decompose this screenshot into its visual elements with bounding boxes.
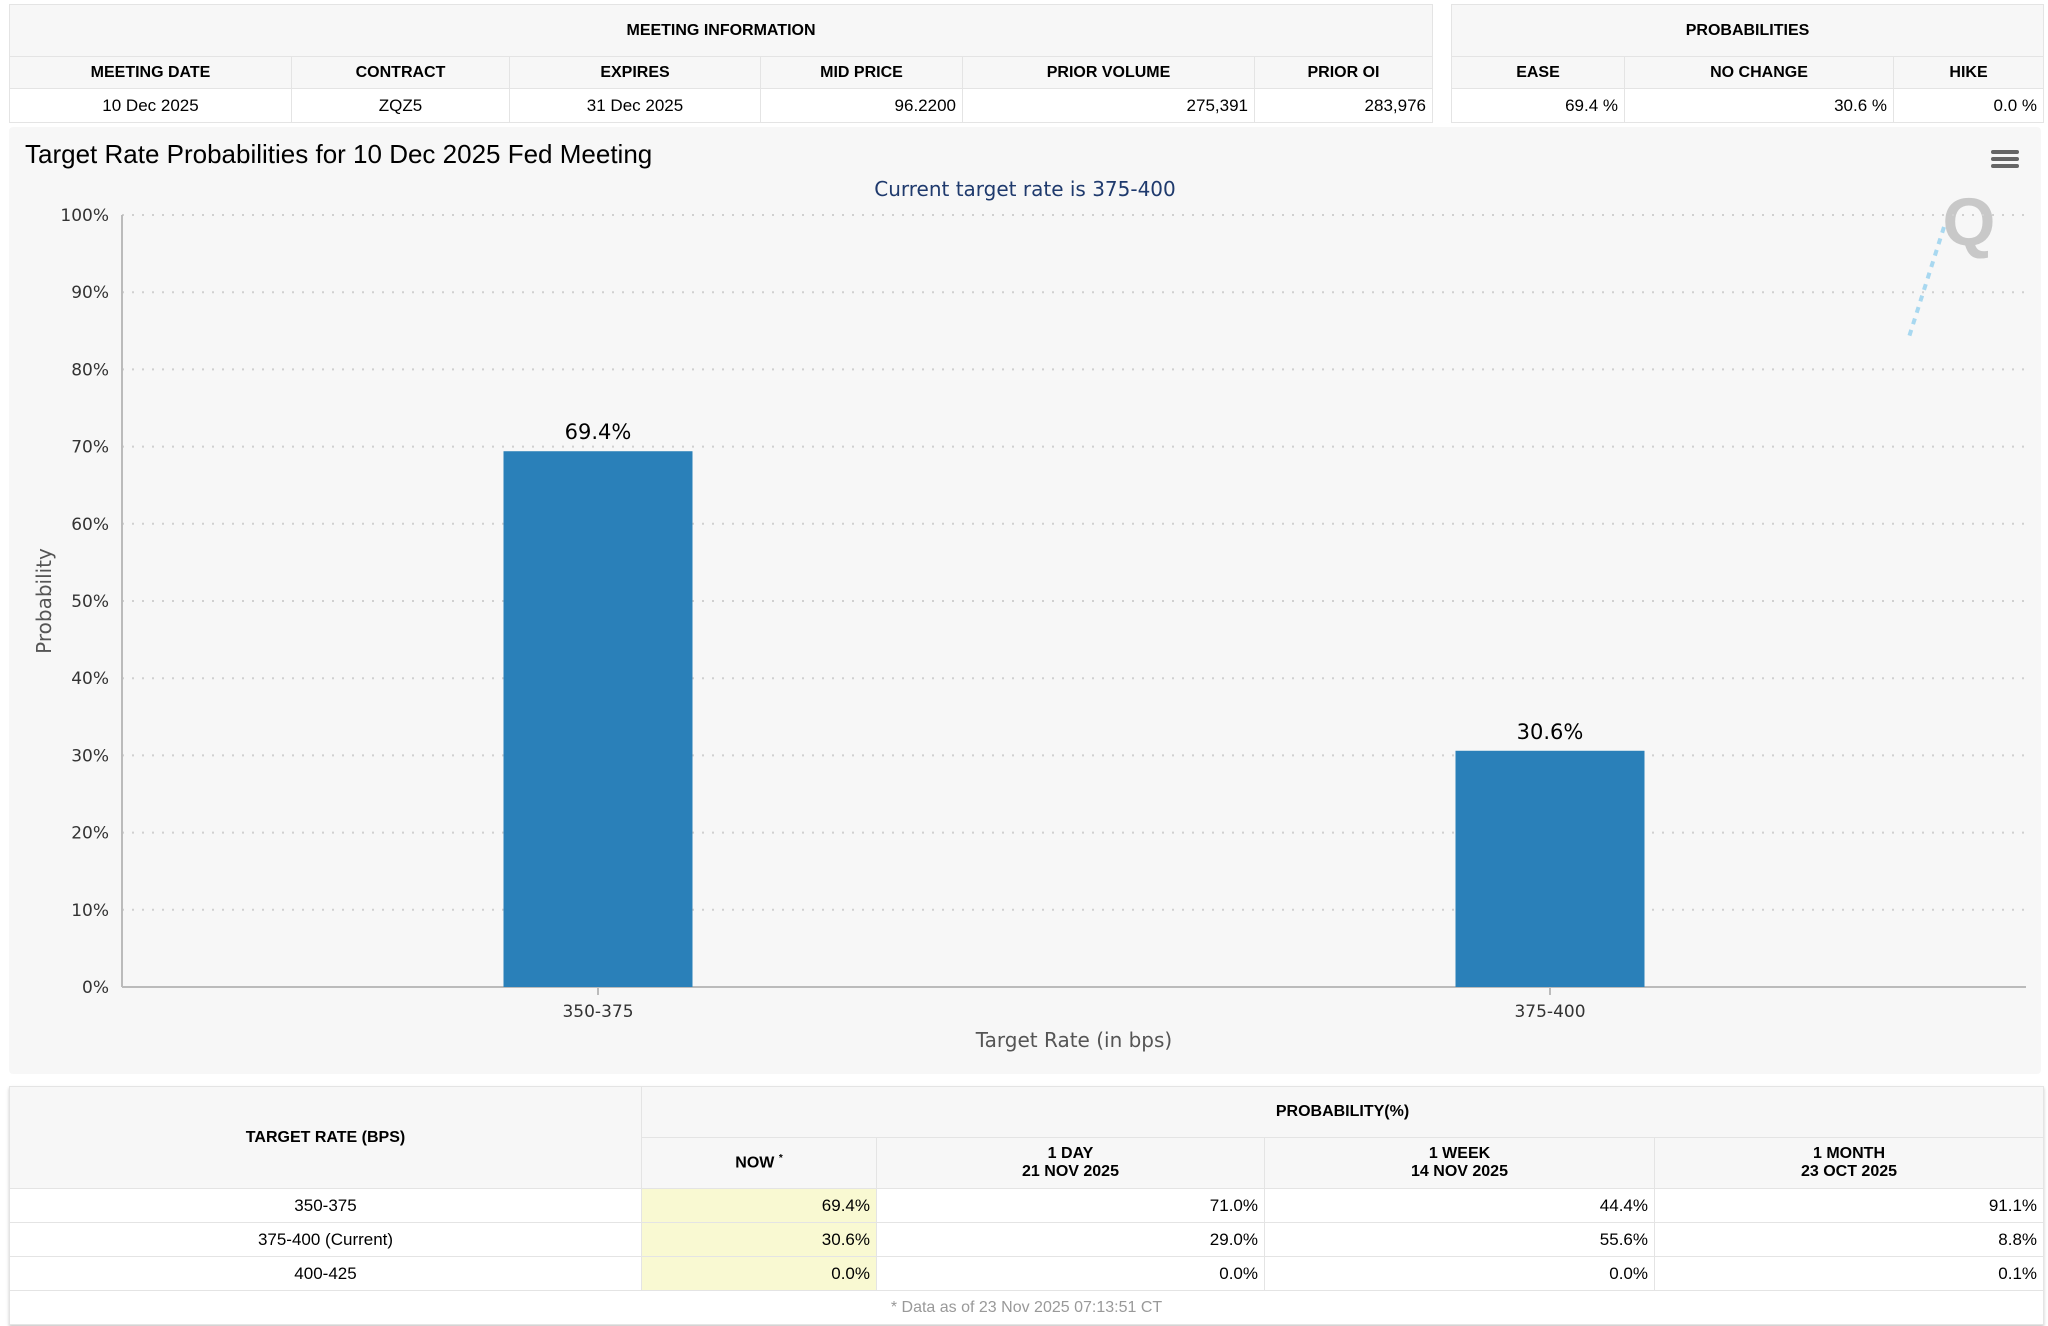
y-tick-label: 50% xyxy=(71,592,109,612)
bar-chart: Q 0% 10% 20% 30% 40% 50% 60% 70% 80% 90% 100% 69.4% 3… xyxy=(32,184,2026,1052)
expires: 31 Dec 2025 xyxy=(509,88,761,123)
meeting-information-table: MEETING INFORMATION MEETING DATE CONTRAC… xyxy=(9,4,1433,123)
col-1-month: 1 MONTH 23 OCT 2025 xyxy=(1653,1137,2045,1189)
x-tick-label: 375-400 xyxy=(1514,1002,1585,1022)
col-contract: CONTRACT xyxy=(291,56,510,89)
probability-group-header: PROBABILITY(%) xyxy=(640,1086,2045,1138)
meeting-info-title: MEETING INFORMATION xyxy=(9,4,1433,57)
col-no-change: NO CHANGE xyxy=(1624,56,1894,89)
watermark-logo: Q xyxy=(1943,184,1996,260)
watermark-stroke xyxy=(1907,226,1946,338)
col-now: NOW * xyxy=(641,1137,877,1189)
col-1-day: 1 DAY 21 NOV 2025 xyxy=(876,1137,1265,1189)
chart-title: Target Rate Probabilities for 10 Dec 202… xyxy=(25,139,653,169)
bar xyxy=(503,451,693,987)
col-meeting-date: MEETING DATE xyxy=(9,56,292,89)
chart-panel: Q 0% 10% 20% 30% 40% 50% 60% 70% 80% 90% 100% 69.4% 3… xyxy=(9,127,2041,1074)
y-tick-label: 100% xyxy=(60,206,109,226)
col-hike: HIKE xyxy=(1892,56,2045,89)
y-axis-title: Probability xyxy=(32,548,56,654)
table-row: 400-425 0.0% 0.0% 0.0% 0.1% xyxy=(9,1256,2045,1291)
mid-price: 96.2200 xyxy=(760,88,963,123)
y-tick-label: 70% xyxy=(71,438,109,458)
probabilities-title: PROBABILITIES xyxy=(1450,4,2045,57)
x-axis-title: Target Rate (in bps) xyxy=(975,1028,1172,1052)
col-ease: EASE xyxy=(1451,56,1625,89)
col-1-week: 1 WEEK 14 NOV 2025 xyxy=(1264,1137,1655,1189)
meeting-date: 10 Dec 2025 xyxy=(9,88,292,123)
bar-data-label: 69.4% xyxy=(565,420,632,444)
x-tick-label: 350-375 xyxy=(562,1002,633,1022)
bar xyxy=(1455,750,1645,987)
chart-subtitle: Current target rate is 375-400 xyxy=(874,177,1176,201)
hike-value: 0.0 % xyxy=(1892,88,2045,123)
prior-volume: 275,391 xyxy=(962,88,1255,123)
col-prior-oi: PRIOR OI xyxy=(1254,56,1433,89)
y-tick-label: 40% xyxy=(71,669,109,689)
no-change-value: 30.6 % xyxy=(1624,88,1894,123)
y-tick-label: 60% xyxy=(71,515,109,535)
hamburger-icon[interactable] xyxy=(1991,147,2019,171)
col-target-rate: TARGET RATE (BPS) xyxy=(9,1086,642,1189)
table-row: 350-375 69.4% 71.0% 44.4% 91.1% xyxy=(9,1188,2045,1223)
y-tick-label: 80% xyxy=(71,360,109,380)
probabilities-table: PROBABILITIES EASE NO CHANGE HIKE 69.4 %… xyxy=(1450,4,2045,123)
col-mid-price: MID PRICE xyxy=(760,56,963,89)
col-expires: EXPIRES xyxy=(509,56,761,89)
ease-value: 69.4 % xyxy=(1451,88,1625,123)
table-row: 375-400 (Current) 30.6% 29.0% 55.6% 8.8% xyxy=(9,1222,2045,1257)
target-rate-table: TARGET RATE (BPS) PROBABILITY(%) NOW * 1… xyxy=(8,1086,2045,1325)
contract: ZQZ5 xyxy=(291,88,510,123)
bar-data-label: 30.6% xyxy=(1517,720,1584,744)
y-tick-label: 10% xyxy=(71,901,109,921)
y-tick-label: 0% xyxy=(82,978,109,998)
prior-oi: 283,976 xyxy=(1254,88,1433,123)
y-tick-label: 20% xyxy=(71,824,109,844)
footnote: * Data as of 23 Nov 2025 07:13:51 CT xyxy=(8,1290,2045,1325)
y-tick-label: 30% xyxy=(71,746,109,766)
y-tick-label: 90% xyxy=(71,283,109,303)
col-prior-volume: PRIOR VOLUME xyxy=(962,56,1255,89)
